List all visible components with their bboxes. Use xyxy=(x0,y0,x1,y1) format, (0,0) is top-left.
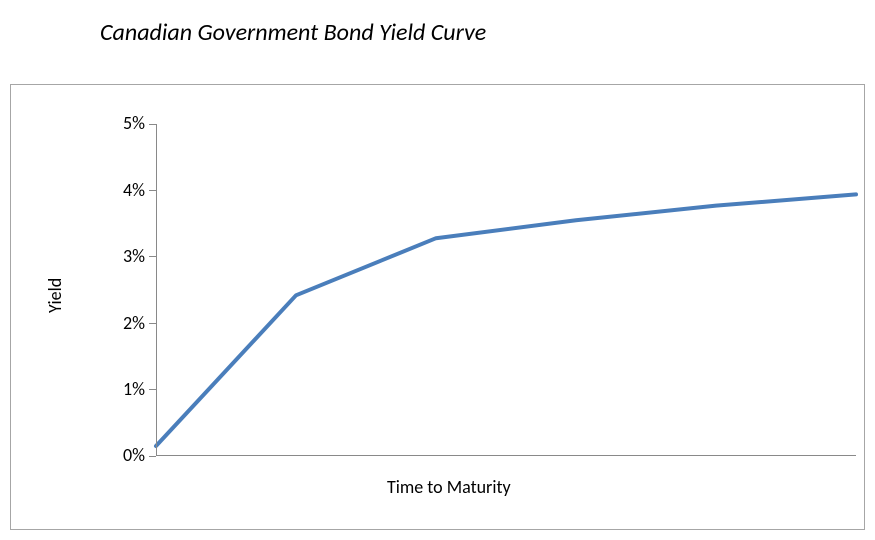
chart-title: Canadian Government Bond Yield Curve xyxy=(100,18,486,47)
y-axis-line xyxy=(156,124,157,456)
y-tick-label: 4% xyxy=(99,179,145,201)
y-tick-mark xyxy=(149,323,156,324)
plot-area xyxy=(156,124,856,456)
x-axis-line xyxy=(156,455,856,456)
yield-curve-line xyxy=(156,194,856,446)
y-tick-label: 5% xyxy=(99,112,145,134)
y-tick-label: 0% xyxy=(99,444,145,466)
y-tick-mark xyxy=(149,256,156,257)
y-tick-label: 3% xyxy=(99,245,145,267)
line-series xyxy=(156,124,856,456)
y-axis-title: Yield xyxy=(44,278,66,313)
y-tick-label: 1% xyxy=(99,378,145,400)
y-tick-mark xyxy=(149,124,156,125)
page-root: Canadian Government Bond Yield Curve Yie… xyxy=(0,0,875,540)
y-tick-mark xyxy=(149,389,156,390)
x-axis-title: Time to Maturity xyxy=(387,476,511,498)
y-tick-mark xyxy=(149,456,156,457)
y-tick-label: 2% xyxy=(99,312,145,334)
y-tick-mark xyxy=(149,190,156,191)
